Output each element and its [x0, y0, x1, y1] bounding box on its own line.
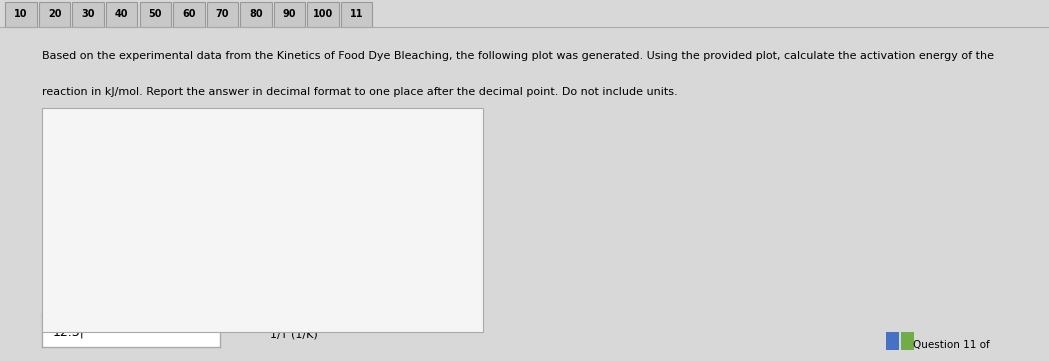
- Text: 80: 80: [250, 9, 262, 19]
- Text: 11: 11: [350, 9, 363, 19]
- Text: reaction in kJ/mol. Report the answer in decimal format to one place after the d: reaction in kJ/mol. Report the answer in…: [42, 87, 678, 97]
- Text: 10: 10: [15, 9, 27, 19]
- Text: 90: 90: [283, 9, 296, 19]
- X-axis label: 1/T (1/K): 1/T (1/K): [270, 329, 318, 339]
- Text: 20: 20: [48, 9, 61, 19]
- Point: [273, 152, 290, 158]
- Text: Question 11 of: Question 11 of: [913, 340, 989, 350]
- Text: 40: 40: [115, 9, 128, 19]
- Point: [122, 130, 138, 135]
- Text: 12.3|: 12.3|: [52, 325, 85, 339]
- Point: [399, 292, 415, 298]
- Text: 30: 30: [82, 9, 94, 19]
- Text: 60: 60: [183, 9, 195, 19]
- Y-axis label: ln(k): ln(k): [74, 204, 84, 229]
- Title: Arrhenius Relationship: Arrhenius Relationship: [223, 111, 364, 124]
- Text: 70: 70: [216, 9, 229, 19]
- Text: 100: 100: [313, 9, 334, 19]
- Text: y = -1477.6x + 0.0243
R² = 0.9623: y = -1477.6x + 0.0243 R² = 0.9623: [301, 148, 457, 176]
- Text: Based on the experimental data from the Kinetics of Food Dye Bleaching, the foll: Based on the experimental data from the …: [42, 51, 994, 61]
- Text: 50: 50: [149, 9, 162, 19]
